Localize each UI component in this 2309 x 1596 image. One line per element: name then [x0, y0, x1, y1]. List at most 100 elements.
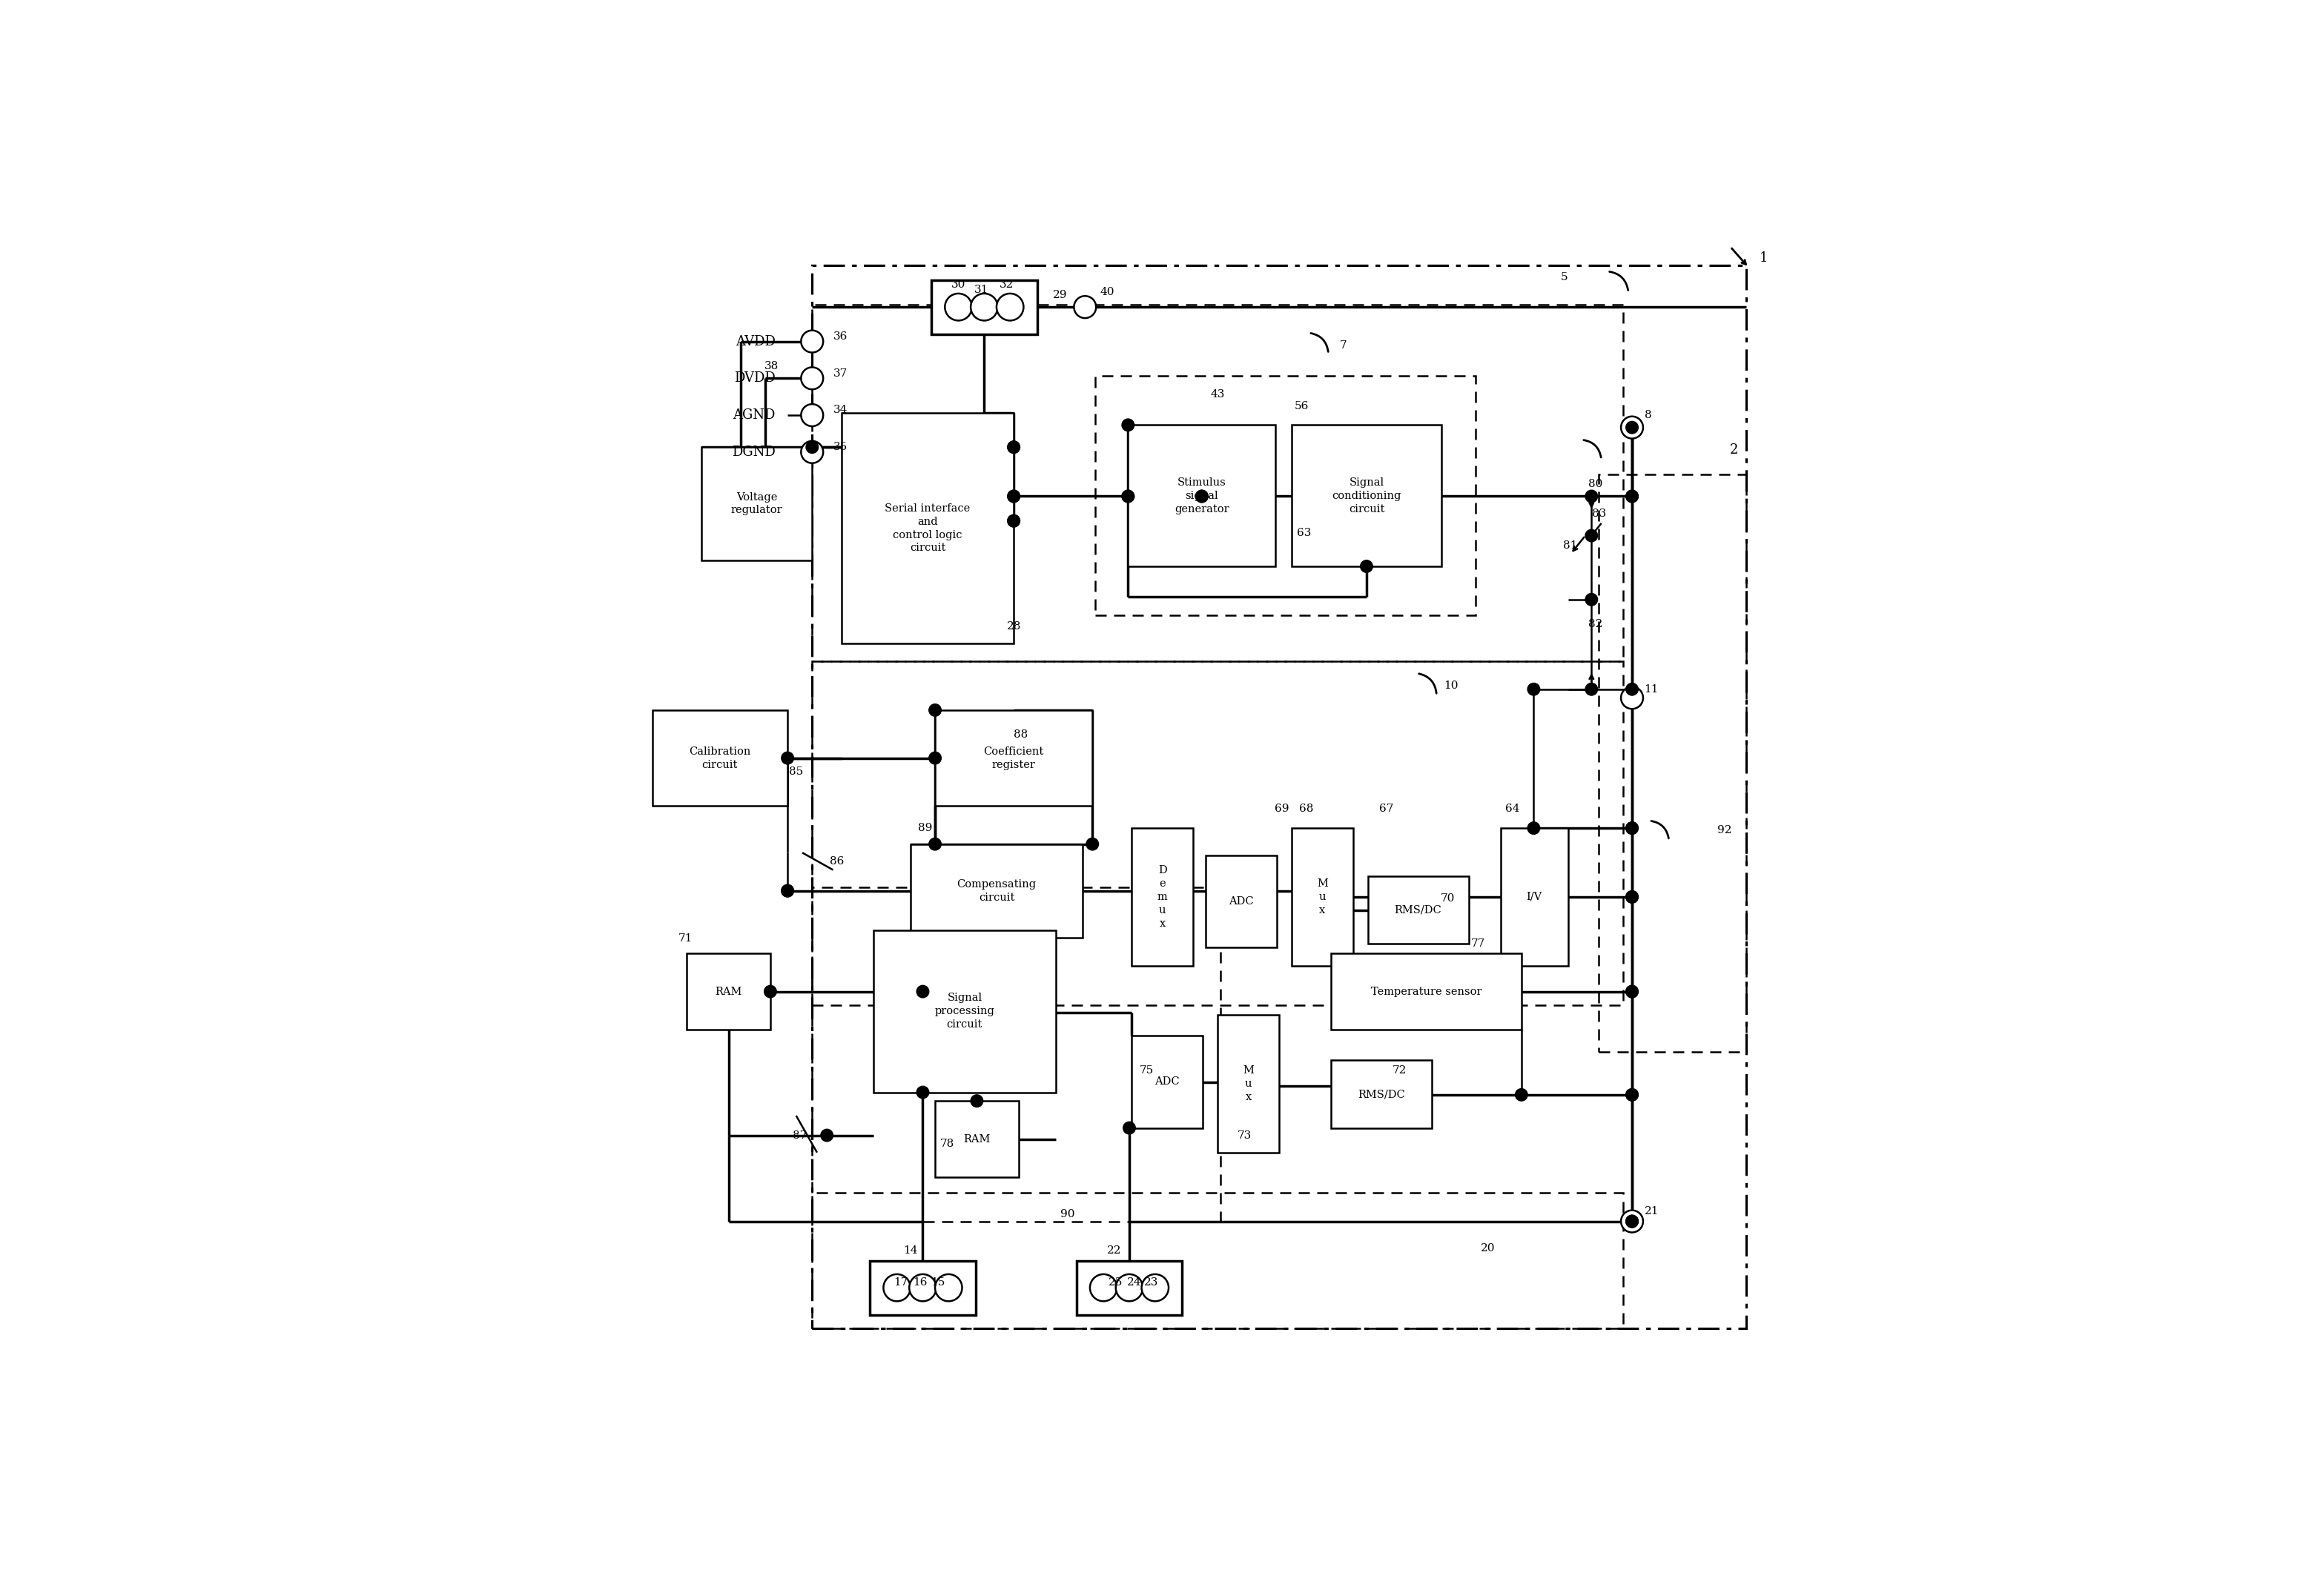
Text: 37: 37 — [834, 369, 847, 378]
Circle shape — [1515, 1088, 1529, 1101]
Circle shape — [1074, 295, 1097, 318]
Text: 17: 17 — [894, 1278, 907, 1288]
Text: 86: 86 — [829, 855, 843, 867]
Circle shape — [1621, 417, 1644, 439]
Text: Calibration
circuit: Calibration circuit — [688, 747, 750, 769]
Text: 77: 77 — [1471, 938, 1485, 948]
Circle shape — [1626, 421, 1637, 434]
Circle shape — [1586, 490, 1598, 503]
Text: AGND: AGND — [732, 409, 776, 421]
Text: 78: 78 — [940, 1138, 954, 1149]
Bar — [1129, 425, 1275, 567]
Text: ADC: ADC — [1154, 1077, 1180, 1087]
Circle shape — [1626, 1088, 1637, 1101]
Circle shape — [780, 752, 794, 764]
Text: 36: 36 — [834, 332, 847, 342]
Text: Serial interface
and
control logic
circuit: Serial interface and control logic circu… — [884, 503, 970, 554]
Bar — [1094, 375, 1475, 616]
Text: 34: 34 — [834, 405, 847, 415]
Circle shape — [1626, 891, 1637, 903]
Circle shape — [1626, 1215, 1637, 1227]
Bar — [843, 413, 1014, 643]
Bar — [813, 305, 1623, 661]
Text: 28: 28 — [1007, 621, 1021, 632]
Circle shape — [1626, 1088, 1637, 1101]
Circle shape — [1626, 683, 1637, 696]
Text: RAM: RAM — [963, 1133, 991, 1144]
Circle shape — [1085, 838, 1099, 851]
Text: Coefficient
register: Coefficient register — [984, 747, 1044, 769]
Circle shape — [1007, 490, 1021, 503]
Text: 82: 82 — [1589, 619, 1602, 629]
Text: 8: 8 — [1644, 410, 1651, 420]
Text: 69: 69 — [1275, 803, 1288, 814]
Text: 2: 2 — [1729, 444, 1739, 456]
Text: 83: 83 — [1591, 508, 1607, 519]
Circle shape — [764, 985, 776, 998]
Text: 31: 31 — [974, 284, 988, 295]
Text: 81: 81 — [1563, 541, 1577, 551]
Text: Compensating
circuit: Compensating circuit — [956, 879, 1037, 903]
Text: 75: 75 — [1138, 1065, 1154, 1076]
Circle shape — [780, 884, 794, 897]
Circle shape — [1586, 530, 1598, 541]
Circle shape — [1196, 490, 1208, 503]
Circle shape — [1626, 985, 1637, 998]
Circle shape — [1122, 1122, 1136, 1135]
Text: 20: 20 — [1480, 1243, 1496, 1253]
Text: D
e
m
u
x: D e m u x — [1157, 865, 1168, 929]
Text: 72: 72 — [1392, 1065, 1406, 1076]
Bar — [1131, 1036, 1203, 1128]
Bar — [813, 1194, 1623, 1328]
Text: 11: 11 — [1644, 685, 1658, 694]
Text: 92: 92 — [1718, 825, 1732, 836]
Text: 70: 70 — [1441, 892, 1455, 903]
Text: 56: 56 — [1293, 401, 1309, 412]
Text: 5: 5 — [1561, 273, 1568, 282]
Text: DVDD: DVDD — [734, 372, 776, 385]
Text: 35: 35 — [834, 442, 847, 452]
Circle shape — [1626, 490, 1637, 503]
Circle shape — [970, 1095, 984, 1108]
Circle shape — [1122, 418, 1134, 431]
Text: 64: 64 — [1505, 803, 1519, 814]
Text: 40: 40 — [1099, 287, 1115, 297]
Bar — [1205, 855, 1277, 948]
Text: 71: 71 — [679, 934, 693, 943]
Circle shape — [1007, 516, 1021, 527]
Text: 1: 1 — [1759, 251, 1769, 265]
Text: RMS/DC: RMS/DC — [1395, 905, 1441, 915]
Text: 16: 16 — [912, 1278, 928, 1288]
Circle shape — [801, 404, 824, 426]
Text: 88: 88 — [1014, 729, 1028, 741]
Circle shape — [1586, 683, 1598, 696]
Text: 25: 25 — [1108, 1278, 1122, 1288]
Text: 85: 85 — [790, 766, 804, 777]
Circle shape — [1090, 1274, 1118, 1301]
Bar — [935, 1101, 1018, 1178]
Bar — [873, 930, 1055, 1092]
Text: 14: 14 — [903, 1245, 917, 1256]
Circle shape — [1007, 516, 1021, 527]
Text: 68: 68 — [1300, 803, 1314, 814]
Text: 15: 15 — [931, 1278, 944, 1288]
Bar — [1291, 425, 1441, 567]
Text: Temperature sensor: Temperature sensor — [1372, 986, 1482, 998]
Bar — [1076, 1261, 1182, 1315]
Bar — [1598, 474, 1746, 1052]
Circle shape — [1626, 985, 1637, 998]
Text: 67: 67 — [1378, 803, 1392, 814]
Text: 30: 30 — [951, 279, 965, 290]
Circle shape — [780, 884, 794, 897]
Circle shape — [1122, 490, 1134, 503]
Text: Signal
processing
circuit: Signal processing circuit — [935, 993, 995, 1029]
Text: 89: 89 — [919, 824, 933, 833]
Circle shape — [928, 752, 942, 764]
Bar — [1330, 1060, 1432, 1128]
Text: ADC: ADC — [1228, 895, 1254, 907]
Text: 7: 7 — [1339, 340, 1346, 351]
Circle shape — [997, 294, 1023, 321]
Text: RMS/DC: RMS/DC — [1358, 1088, 1404, 1100]
Circle shape — [928, 838, 942, 851]
Text: 90: 90 — [1060, 1208, 1076, 1219]
